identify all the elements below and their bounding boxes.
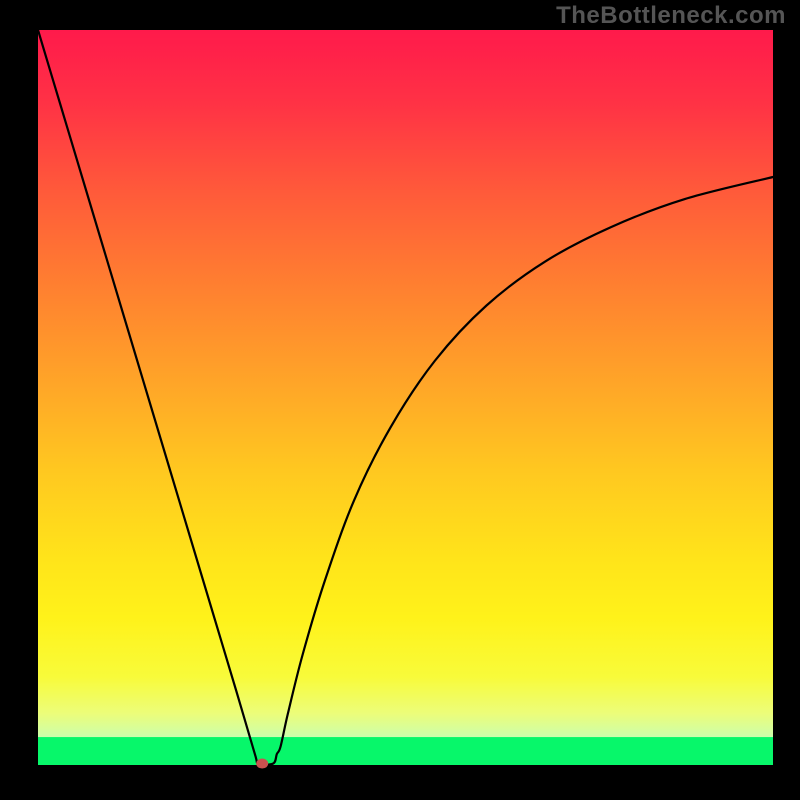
- chart-svg: [0, 0, 800, 800]
- minimum-marker: [256, 759, 268, 769]
- green-band: [38, 737, 773, 765]
- watermark-text: TheBottleneck.com: [556, 2, 786, 30]
- chart-frame: TheBottleneck.com: [0, 0, 800, 800]
